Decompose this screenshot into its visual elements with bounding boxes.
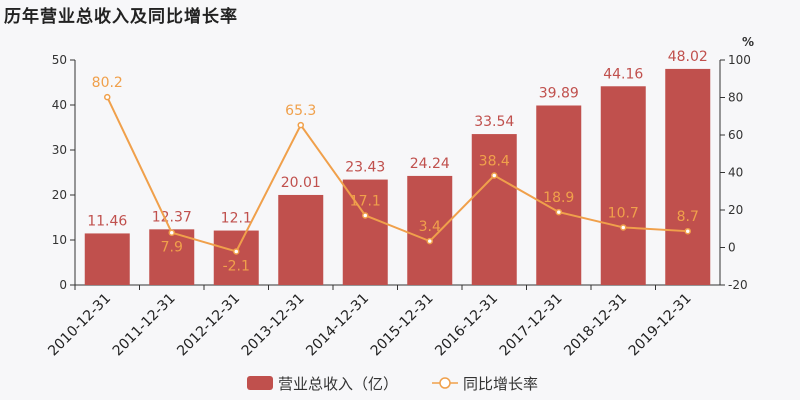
- x-tick-label: 2015-12-31: [368, 291, 437, 360]
- growth-point: [104, 93, 111, 101]
- growth-label: -2.1: [223, 258, 250, 274]
- bar-label: 44.16: [603, 66, 643, 82]
- bar-label: 33.54: [474, 114, 514, 130]
- growth-point: [297, 121, 304, 129]
- growth-label: 38.4: [479, 154, 510, 170]
- growth-line: [106, 96, 688, 253]
- growth-label: 3.4: [419, 219, 441, 235]
- y-left-tick-label: 10: [52, 233, 67, 247]
- bar: [407, 175, 453, 285]
- y-left-tick-label: 0: [59, 278, 67, 292]
- bar-label: 20.01: [281, 175, 321, 191]
- x-tick-label: 2014-12-31: [303, 291, 372, 360]
- bar: [278, 194, 324, 285]
- y-left-tick-label: 20: [52, 188, 67, 202]
- chart-title: 历年营业总收入及同比增长率: [4, 7, 238, 27]
- bar-label: 23.43: [345, 160, 385, 176]
- x-tick-label: 2016-12-31: [432, 291, 501, 360]
- y-left-tick-label: 40: [52, 98, 67, 112]
- y-left-tick-label: 50: [52, 53, 67, 67]
- bar-label: 12.1: [221, 211, 252, 227]
- legend-bar-label: 营业总收入（亿）: [278, 375, 398, 393]
- y-right-tick-label: 60: [728, 128, 743, 142]
- growth-label: 65.3: [285, 103, 316, 119]
- y-right-tick-label: -20: [728, 278, 748, 292]
- bar-label: 48.02: [668, 49, 708, 65]
- x-tick-label: 2011-12-31: [110, 291, 179, 360]
- growth-label: 18.9: [543, 190, 574, 206]
- growth-label: 80.2: [92, 75, 123, 91]
- growth-point: [426, 237, 433, 245]
- growth-point: [168, 229, 175, 236]
- growth-label: 17.1: [350, 193, 381, 209]
- legend-line-label: 同比增长率: [463, 375, 538, 393]
- bar-label: 11.46: [87, 213, 127, 229]
- y-right-tick-label: 20: [728, 203, 743, 217]
- bar-label: 24.24: [410, 156, 450, 172]
- growth-label: 7.9: [161, 240, 183, 256]
- y-right-tick-label: 0: [728, 241, 736, 255]
- bar: [665, 68, 711, 285]
- bar: [536, 105, 582, 286]
- x-tick-label: 2018-12-31: [561, 291, 630, 360]
- bar: [149, 229, 195, 285]
- y-right-tick-label: 80: [728, 91, 743, 105]
- y-right-tick-label: 100: [728, 53, 751, 67]
- y-right-unit: %: [742, 35, 754, 49]
- growth-point: [620, 224, 627, 231]
- bar: [84, 233, 130, 285]
- x-tick-label: 2017-12-31: [497, 291, 566, 360]
- growth-point: [555, 208, 562, 216]
- bar: [600, 86, 646, 285]
- bar: [342, 179, 388, 285]
- x-tick-label: 2010-12-31: [45, 291, 114, 360]
- growth-label: 8.7: [677, 209, 699, 225]
- bar-label: 39.89: [539, 85, 579, 101]
- x-tick-label: 2012-12-31: [174, 291, 243, 360]
- x-tick-label: 2019-12-31: [626, 291, 695, 360]
- growth-label: 10.7: [608, 205, 639, 221]
- x-tick-label: 2013-12-31: [239, 291, 308, 360]
- bar: [471, 134, 517, 285]
- bar: [213, 230, 259, 285]
- growth-point: [362, 212, 369, 219]
- y-left-tick-label: 30: [52, 143, 67, 157]
- growth-point: [684, 227, 691, 235]
- growth-point: [233, 248, 240, 255]
- y-right-tick-label: 40: [728, 166, 743, 180]
- growth-point: [491, 172, 498, 179]
- legend-bar-swatch: [247, 376, 273, 390]
- legend-line-marker: [439, 377, 451, 389]
- bar-label: 12.37: [152, 209, 192, 225]
